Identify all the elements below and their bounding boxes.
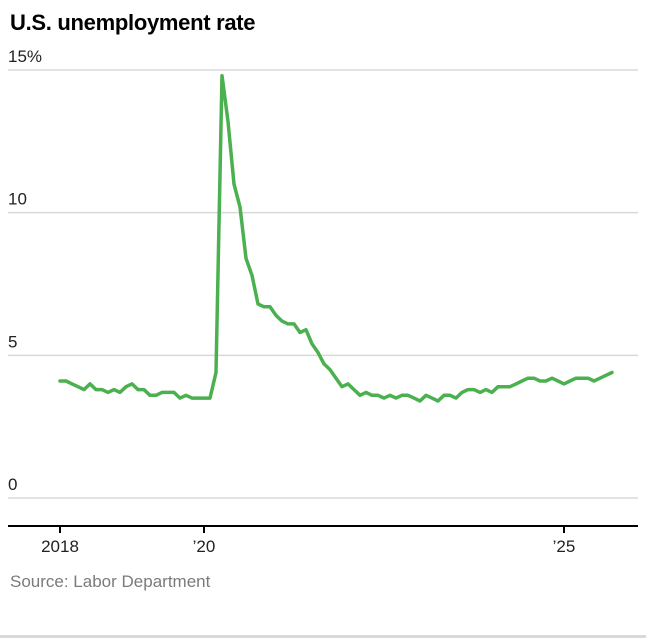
series-line xyxy=(58,74,614,404)
x-axis: 2018 ’20 ’25 xyxy=(8,525,638,556)
y-tick-label: 0 xyxy=(8,475,17,494)
gridlines xyxy=(8,69,638,500)
y-tick-label: 10 xyxy=(8,190,27,209)
unemployment-rate-line xyxy=(58,74,614,404)
chart-source: Source: Labor Department xyxy=(10,572,211,592)
x-tick-label: 2018 xyxy=(41,537,79,556)
chart-title: U.S. unemployment rate xyxy=(10,10,256,35)
y-tick-label: 5 xyxy=(8,333,17,352)
y-tick-label: 15% xyxy=(8,47,42,66)
y-axis-labels: 15% 10 5 0 xyxy=(8,47,42,494)
unemployment-line-chart: 15% 10 5 0 2018 ’20 ’25 xyxy=(8,47,638,556)
x-tick-label: ’25 xyxy=(553,537,576,556)
x-tick-label: ’20 xyxy=(193,537,216,556)
